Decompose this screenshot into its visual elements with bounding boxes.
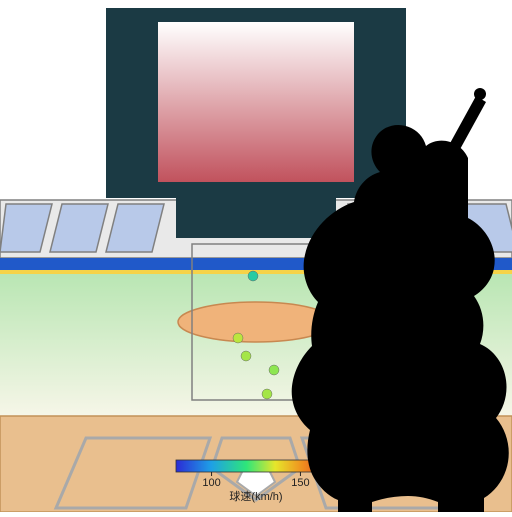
chart-svg: 100 150 球速(km/h) xyxy=(0,0,512,512)
legend-tick-label: 150 xyxy=(291,477,309,489)
pitch-marker xyxy=(233,333,243,343)
pitch-marker xyxy=(248,271,258,281)
legend-tick-label: 100 xyxy=(202,477,220,489)
scoreboard-neck xyxy=(176,198,336,238)
scoreboard-screen xyxy=(158,22,354,182)
pitch-location-chart: 100 150 球速(km/h) xyxy=(0,0,512,512)
pitch-marker xyxy=(262,389,272,399)
bat-knob xyxy=(474,88,486,100)
legend-label: 球速(km/h) xyxy=(229,489,282,503)
pitchers-mound xyxy=(178,302,334,342)
pitch-marker xyxy=(241,351,251,361)
pitch-marker xyxy=(269,365,279,375)
